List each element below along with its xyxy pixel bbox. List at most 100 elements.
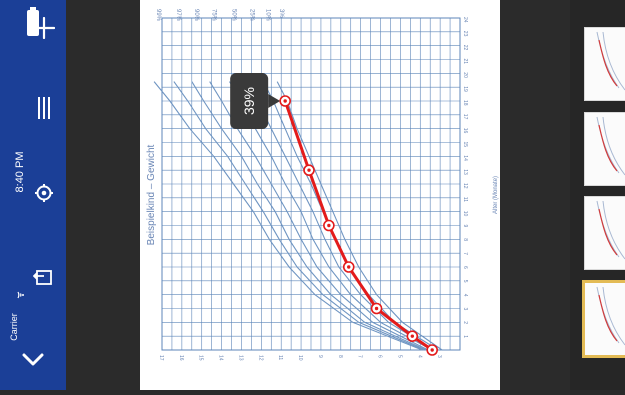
x-tick-label: 14 [462,155,468,161]
x-tick-label: 21 [462,59,468,65]
thumbnail-curve [596,200,620,258]
thumbnail-series [598,39,618,87]
left-margin [66,0,140,390]
growth-chart[interactable]: 99% 97% 90% 75% 50% 25% 10% 3% 1234567891011121… [140,0,500,390]
chart-thumbnail[interactable] [582,280,625,358]
chart-thumbnail[interactable] [584,196,625,270]
data-point-center [307,168,311,172]
tooltip-pointer [268,94,281,108]
x-tick-label: 23 [462,31,468,37]
y-tick-label: 9 [317,355,323,358]
thumbnail-curve [596,286,620,344]
percentile-label: 90% [193,9,199,22]
y-tick-label: 16 [178,355,184,361]
data-point-center [283,99,287,103]
x-tick-label: 22 [462,45,468,51]
thumbnail-series [598,208,618,256]
settings-button[interactable] [24,171,64,215]
chart-grid [161,17,461,351]
x-tick-label: 9 [462,225,468,228]
tooltip-bubble [230,73,269,129]
x-tick-label: 8 [462,238,468,241]
x-tick-label: 11 [462,197,468,202]
axis-ticks: 1234567891011121314151617181920212223243… [158,17,468,361]
percentile-label: 75% [211,9,217,22]
thumbnail-series [598,124,618,172]
percentile-curve [276,81,443,351]
chart-thumbnail[interactable] [584,112,625,186]
y-tick-label: 12 [257,355,263,361]
thumbnail-preview [596,116,625,176]
data-point-center [327,223,331,228]
export-button[interactable] [22,254,66,298]
percentile-curve [191,81,427,351]
tooltip: 39% [230,73,281,129]
y-tick-label: 17 [158,355,164,361]
x-tick-label: 13 [462,169,468,175]
y-tick-label: 15 [198,355,204,361]
percentile-label: 50% [231,9,237,22]
y-tick-label: 3 [436,355,442,358]
toolbar: 8:40 PM Carrier [0,0,66,390]
percentile-label: 97% [175,9,181,22]
tooltip-text: 39% [241,87,257,115]
x-tick-label: 15 [462,142,468,148]
y-axis-label: Beispielkind – Gewicht [146,144,157,246]
wifi-icon [17,291,24,299]
export-icon [33,270,52,285]
percentile-curves: 99% 97% 90% 75% 50% 25% 10% 3% [153,9,443,351]
battery-indicator [0,0,66,44]
percentile-label: 3% [278,9,284,18]
y-tick-label: 8 [337,355,343,358]
x-tick-label: 24 [462,17,468,23]
list-icon [38,97,50,119]
thumbnail-curve [602,286,625,346]
data-series [279,95,438,356]
thumbnail-curve [596,31,620,89]
data-point-center [374,306,379,311]
x-tick-label: 4 [462,294,468,297]
x-tick-label: 18 [462,100,468,106]
thumbnail-curve [602,200,625,260]
thumbnail-preview [596,31,625,91]
percentile-curve [153,81,423,351]
y-tick-label: 6 [377,355,383,358]
x-tick-label: 2 [462,321,468,324]
right-margin [500,0,570,390]
thumbnail-curve [596,116,620,174]
plus-icon [33,17,55,39]
y-tick-label: 10 [297,355,303,361]
chart-thumbnail[interactable] [584,27,625,101]
close-button[interactable] [0,338,66,382]
x-tick-label: 3 [462,308,468,311]
x-tick-label: 6 [462,266,468,269]
x-tick-label: 17 [462,114,468,120]
gear-icon [35,184,53,202]
data-point-center [430,348,434,352]
thumbnail-curve [602,31,625,91]
y-tick-label: 4 [416,355,422,358]
percentile-label: 25% [248,9,254,22]
x-tick-label: 20 [462,72,468,78]
growth-chart-page: 99% 97% 90% 75% 50% 25% 10% 3% 1 2 3 4 5 6 7 8 9 10 11 12 1… [140,0,500,390]
percentile-curve [173,81,425,351]
y-tick-label: 7 [357,355,363,358]
percentile-label: 99% [155,9,161,22]
thumbnail-preview [596,200,625,260]
thumbnail-curve [602,116,625,176]
data-point-center [410,334,415,338]
x-tick-label: 19 [462,86,468,92]
y-tick-label: 11 [277,355,283,360]
x-tick-label: 7 [462,252,468,255]
y-tick-label: 13 [238,355,244,361]
thumbnail-preview [596,286,625,346]
menu-button[interactable] [14,86,74,130]
x-tick-label: 16 [462,128,468,134]
thumbnail-series [598,294,618,342]
chevron-down-icon [22,353,44,366]
thumbnail-strip [570,0,625,390]
battery-icon [27,7,39,36]
add-button[interactable] [14,6,74,50]
data-point-center [347,265,351,269]
y-tick-label: 14 [218,355,224,361]
